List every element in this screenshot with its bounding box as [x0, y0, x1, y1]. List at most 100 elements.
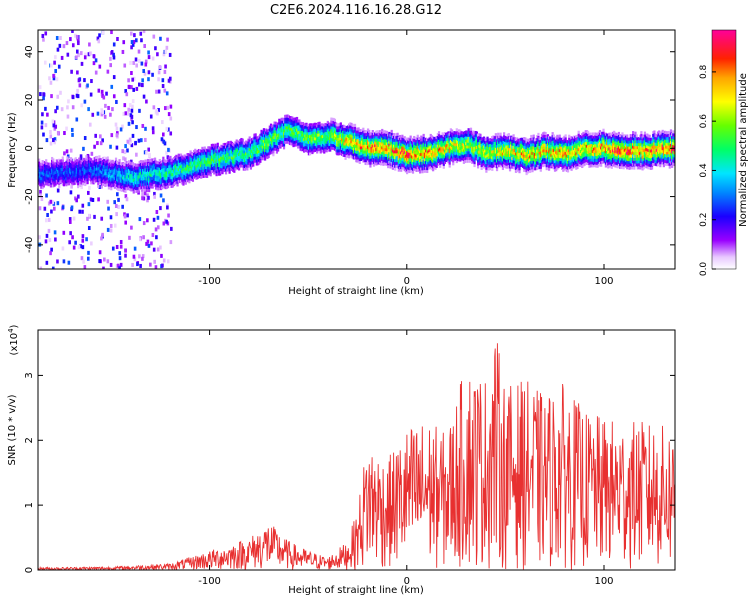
- heatmap-cell: [443, 134, 447, 138]
- heatmap-cell: [166, 170, 170, 174]
- heatmap-cell: [170, 167, 173, 171]
- heatmap-cell: [126, 166, 129, 170]
- heatmap-cell: [208, 149, 211, 153]
- heatmap-cell: [384, 159, 387, 163]
- heatmap-cell: [211, 161, 215, 165]
- heatmap-cell: [156, 164, 159, 168]
- heatmap-cell: [194, 160, 197, 164]
- heatmap-cell: [137, 186, 140, 190]
- heatmap-cell: [119, 188, 122, 192]
- heatmap-cell: [117, 176, 120, 180]
- heatmap-cell: [177, 179, 180, 183]
- heatmap-cell: [349, 136, 352, 140]
- heatmap-cell: [287, 117, 290, 121]
- heatmap-cell: [450, 146, 454, 150]
- heatmap-cell: [529, 143, 532, 147]
- heatmap-cell: [117, 170, 120, 174]
- heatmap-cell: [56, 178, 60, 182]
- heatmap-cell: [229, 146, 232, 150]
- heatmap-cell: [239, 156, 242, 160]
- heatmap-cell: [414, 145, 417, 149]
- heatmap-cell: [112, 163, 115, 167]
- heatmap-cell: [38, 173, 41, 177]
- heatmap-cell: [123, 163, 126, 167]
- heatmap-cell: [206, 154, 209, 158]
- heatmap-cell: [259, 145, 262, 149]
- heatmap-cell: [421, 164, 424, 168]
- heatmap-cell: [445, 138, 448, 142]
- heatmap-cell: [170, 226, 173, 231]
- heatmap-cell: [534, 143, 538, 147]
- heatmap-cell: [456, 140, 460, 144]
- heatmap-cell: [481, 143, 484, 147]
- heatmap-cell: [461, 134, 464, 138]
- heatmap-cell: [60, 107, 64, 112]
- heatmap-cell: [335, 131, 338, 135]
- heatmap-cell: [385, 154, 389, 158]
- heatmap-cell: [227, 164, 230, 168]
- heatmap-cell: [324, 146, 327, 150]
- heatmap-cell: [363, 144, 366, 148]
- heatmap-cell: [80, 103, 83, 108]
- heatmap-cell: [217, 158, 221, 162]
- heatmap-cell: [226, 154, 229, 158]
- heatmap-cell: [133, 180, 137, 184]
- heatmap-cell: [280, 129, 283, 133]
- heatmap-cell: [370, 158, 373, 162]
- heatmap-cell: [166, 162, 170, 166]
- heatmap-cell: [366, 160, 370, 164]
- heatmap-cell: [433, 162, 436, 166]
- heatmap-cell: [68, 173, 71, 177]
- heatmap-cell: [258, 147, 261, 151]
- heatmap-cell: [44, 106, 47, 111]
- heatmap-cell: [345, 146, 348, 150]
- heatmap-cell: [236, 154, 239, 158]
- heatmap-cell: [146, 185, 150, 189]
- heatmap-cell: [237, 141, 241, 145]
- heatmap-cell: [51, 119, 55, 124]
- heatmap-cell: [87, 165, 90, 169]
- heatmap-cell: [142, 196, 146, 201]
- heatmap-cell: [82, 175, 86, 179]
- heatmap-cell: [155, 163, 158, 167]
- heatmap-cell: [219, 166, 222, 170]
- heatmap-cell: [494, 138, 497, 142]
- heatmap-cell: [383, 136, 386, 140]
- heatmap-cell: [55, 176, 58, 180]
- heatmap-cell: [38, 206, 42, 211]
- heatmap-cell: [247, 147, 250, 151]
- heatmap-cell: [220, 153, 223, 157]
- heatmap-cell: [390, 161, 393, 165]
- heatmap-cell: [357, 144, 360, 148]
- heatmap-cell: [456, 146, 460, 150]
- heatmap-cell: [171, 181, 174, 185]
- heatmap-cell: [145, 99, 148, 104]
- heatmap-cell: [531, 169, 534, 173]
- heatmap-cell: [286, 120, 289, 124]
- heatmap-cell: [246, 164, 249, 168]
- heatmap-cell: [248, 148, 251, 152]
- heatmap-cell: [501, 161, 505, 165]
- heatmap-cell: [110, 184, 113, 188]
- heatmap-cell: [419, 161, 422, 165]
- heatmap-cell: [189, 156, 192, 160]
- heatmap-cell: [304, 134, 307, 138]
- heatmap-cell: [469, 145, 473, 149]
- heatmap-cell: [179, 153, 183, 157]
- heatmap-cell: [264, 134, 267, 138]
- heatmap-cell: [142, 166, 145, 170]
- heatmap-cell: [424, 166, 428, 170]
- heatmap-cell: [285, 132, 288, 136]
- heatmap-cell: [406, 171, 409, 175]
- heatmap-cell: [390, 135, 393, 139]
- heatmap-cell: [454, 152, 457, 156]
- heatmap-cell: [40, 171, 43, 175]
- heatmap-cell: [129, 167, 132, 171]
- heatmap-cell: [539, 157, 542, 161]
- heatmap-cell: [262, 145, 266, 149]
- heatmap-cell: [305, 140, 308, 144]
- heatmap-cell: [542, 164, 545, 168]
- heatmap-cell: [329, 148, 332, 152]
- heatmap-cell: [272, 147, 275, 151]
- heatmap-cell: [64, 164, 67, 168]
